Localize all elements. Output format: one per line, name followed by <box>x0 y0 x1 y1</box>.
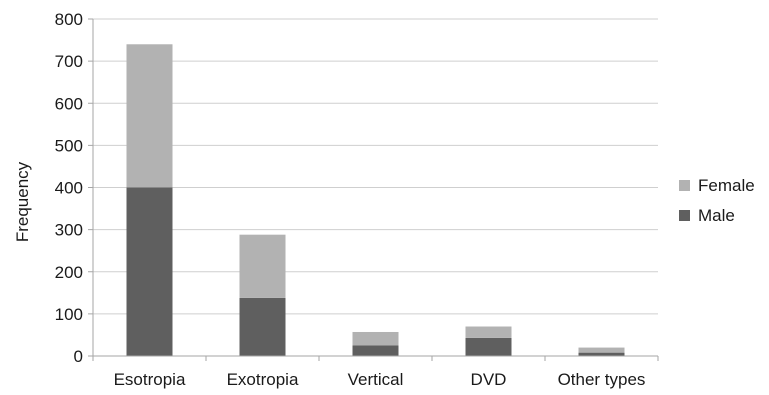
bar-male-other-types <box>578 352 625 356</box>
x-tick-label: Exotropia <box>227 370 299 389</box>
legend-swatch-female <box>679 180 690 191</box>
legend-label-male: Male <box>698 206 735 225</box>
y-tick-label: 400 <box>55 179 83 198</box>
y-tick-label: 500 <box>55 136 83 155</box>
x-tick-label: Other types <box>558 370 646 389</box>
bar-male-exotropia <box>239 297 286 356</box>
bar-female-vertical <box>352 331 399 346</box>
legend-label-female: Female <box>698 176 755 195</box>
y-axis-label: Frequency <box>13 161 32 242</box>
x-tick-label: Esotropia <box>114 370 186 389</box>
y-tick-label: 0 <box>74 347 83 366</box>
bar-female-dvd <box>465 326 512 338</box>
x-tick-label: Vertical <box>348 370 404 389</box>
legend: Female Male <box>679 176 755 225</box>
bar-male-vertical <box>352 345 399 356</box>
x-tick-label: DVD <box>471 370 507 389</box>
y-tick-label: 300 <box>55 221 83 240</box>
bars <box>126 44 625 356</box>
legend-swatch-male <box>679 210 690 221</box>
bar-female-other-types <box>578 347 625 353</box>
grid-lines <box>93 18 658 315</box>
y-tick-label: 700 <box>55 52 83 71</box>
y-tick-label: 200 <box>55 263 83 282</box>
bar-female-exotropia <box>239 234 286 298</box>
bar-male-dvd <box>465 337 512 356</box>
y-tick-label: 600 <box>55 94 83 113</box>
bar-female-esotropia <box>126 44 173 188</box>
x-tick-labels: Esotropia Exotropia Vertical DVD Other types <box>114 370 646 389</box>
axes <box>88 18 659 361</box>
y-tick-label: 800 <box>55 10 83 29</box>
y-tick-labels: 0 100 200 300 400 500 600 700 800 <box>55 10 83 366</box>
bar-male-esotropia <box>126 187 173 356</box>
y-tick-label: 100 <box>55 305 83 324</box>
